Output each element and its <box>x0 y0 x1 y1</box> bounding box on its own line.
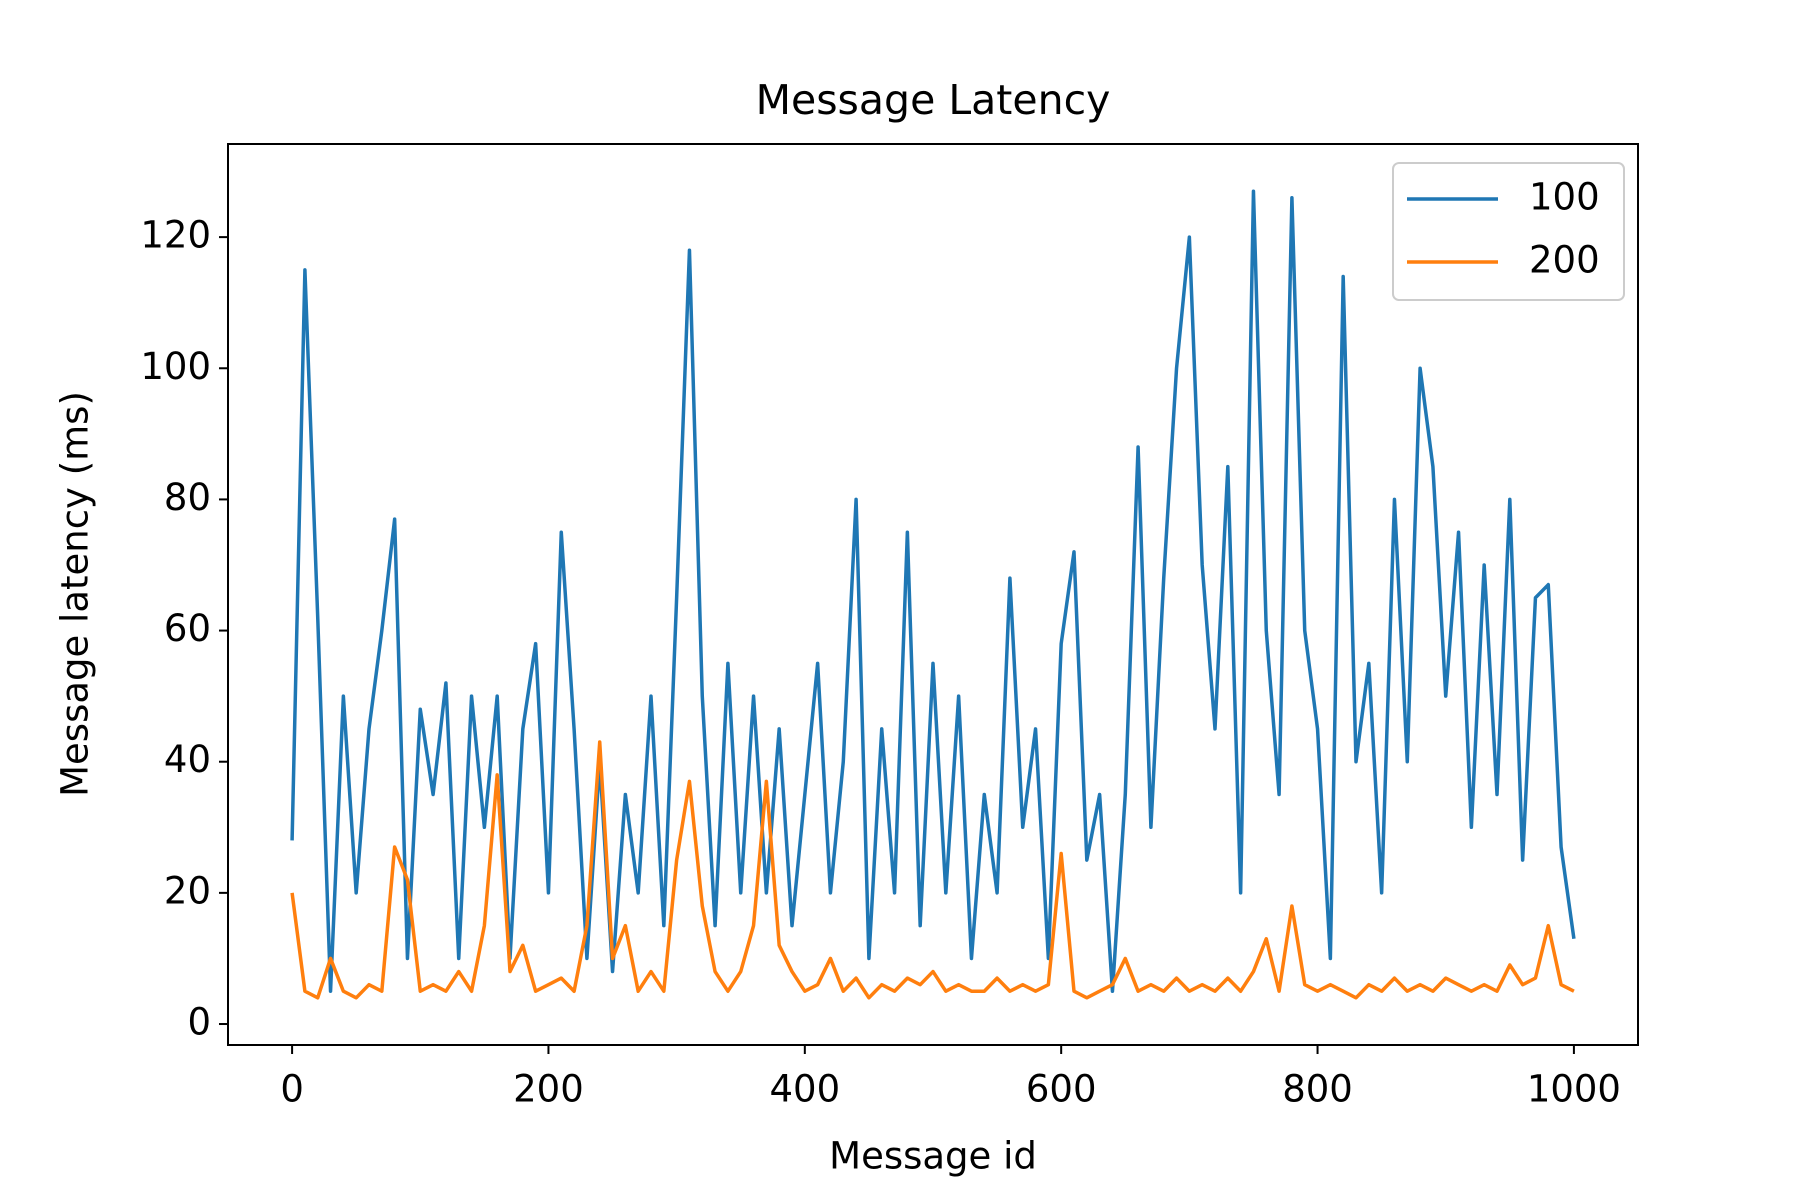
x-tick-label: 400 <box>770 1068 841 1111</box>
y-axis-label: Message latency (ms) <box>54 391 97 797</box>
series-line <box>290 189 1576 993</box>
x-tick-label: 600 <box>1026 1068 1097 1111</box>
x-tick-label: 200 <box>513 1068 584 1111</box>
legend-label: 100 <box>1529 176 1600 219</box>
y-tick-label: 80 <box>164 476 211 519</box>
x-tick-label: 800 <box>1282 1068 1353 1111</box>
chart-title: Message Latency <box>756 76 1111 124</box>
legend-label: 200 <box>1529 239 1600 282</box>
y-tick-label: 40 <box>164 738 211 781</box>
x-tick-label: 0 <box>280 1068 304 1111</box>
series-line <box>290 740 1575 1000</box>
y-tick-label: 120 <box>140 214 211 257</box>
y-tick-label: 60 <box>164 607 211 650</box>
x-tick-label: 1000 <box>1527 1068 1621 1111</box>
y-tick-label: 100 <box>140 345 211 388</box>
plot-area <box>290 189 1576 1000</box>
axes-frame <box>227 143 1639 1046</box>
y-tick-label: 0 <box>187 1001 211 1044</box>
x-axis-label: Message id <box>829 1135 1037 1178</box>
y-tick-label: 20 <box>164 869 211 912</box>
